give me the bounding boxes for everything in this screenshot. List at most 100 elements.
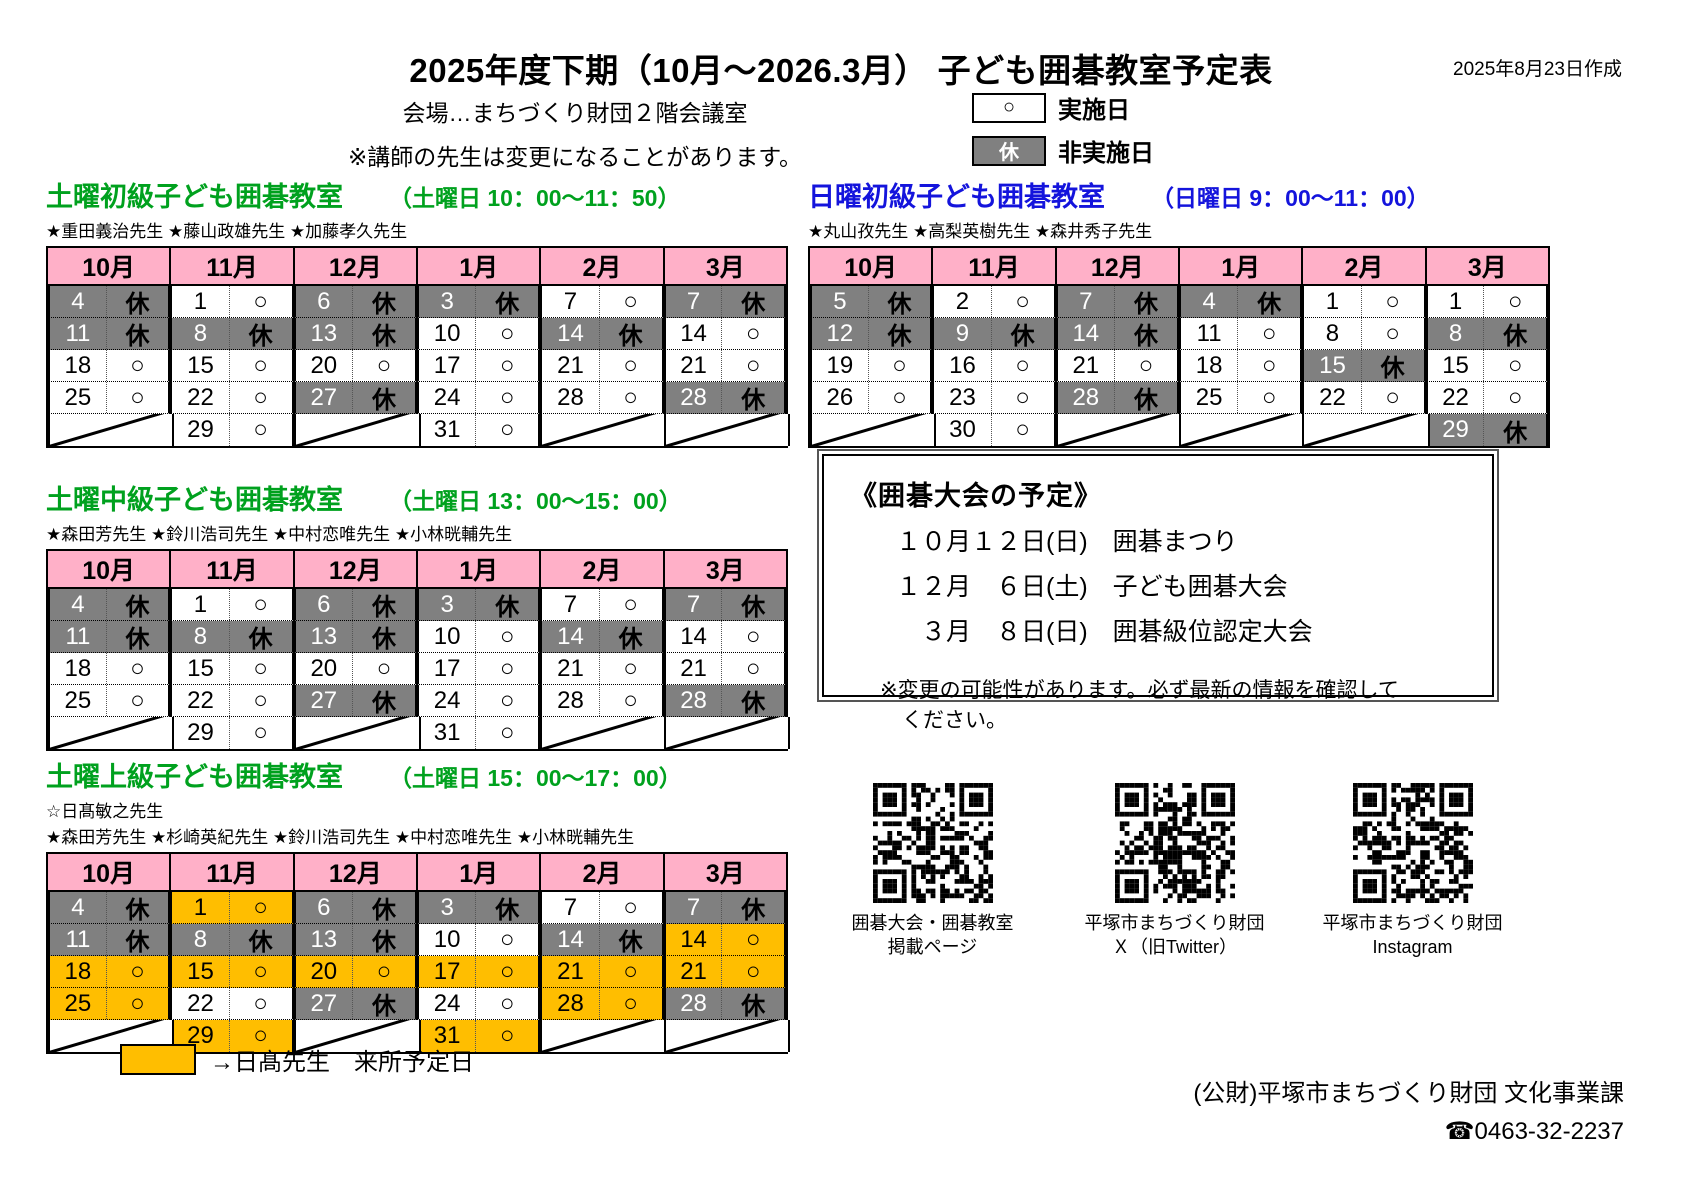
status-mark: 休 [371, 690, 396, 717]
calendar-row: 11 休 8 休 13 休 10 ○ 14 休 14 ○ [47, 621, 787, 653]
class-heading: 日曜初級子ども囲碁教室 （日曜日 9：00～11：00） [808, 175, 1550, 214]
status-mark: ○ [623, 654, 638, 682]
calendar-cell: 31 ○ [416, 1020, 541, 1052]
month-header: 12月 [1054, 247, 1180, 286]
calendar-cell: 14 休 [540, 318, 664, 350]
status-mark: 休 [371, 626, 396, 653]
status-mark: 休 [1257, 291, 1282, 318]
day-number: 6 [296, 892, 353, 923]
day-number: 21 [542, 350, 600, 381]
calendar-cell: 15 休 [1302, 350, 1426, 382]
month-header: 12月 [292, 853, 418, 892]
instagram-qr-icon[interactable] [1352, 783, 1473, 903]
calendar-cell: 23 ○ [932, 382, 1056, 414]
status-mark: 休 [371, 323, 396, 350]
status-mark: ○ [1385, 287, 1400, 315]
hidaka-visit-legend: →日髙先生 来所予定日 [120, 1042, 474, 1077]
day-number: 21 [542, 653, 600, 684]
calendar-row: 29 ○ 31 ○ [47, 717, 790, 750]
legend-row-closed: 休 非実施日 [972, 133, 1154, 168]
status-mark: 休 [125, 929, 150, 956]
qr-block-twitter-x[interactable]: 平塚市まちづくり財団 Ｘ（旧Twitter） [1082, 783, 1267, 960]
status-mark: 休 [125, 594, 150, 621]
status-mark: ○ [1262, 351, 1277, 379]
status-mark: ○ [500, 416, 515, 443]
calendar-cell: 30 ○ [932, 414, 1056, 446]
day-number: 24 [419, 382, 477, 413]
day-number: 1 [1428, 286, 1485, 317]
calendar-cell: 7 ○ [540, 286, 664, 318]
calendar-cell: 11 休 [48, 621, 171, 653]
calendar-cell: 27 休 [293, 685, 417, 717]
day-number: 20 [296, 350, 353, 381]
status-mark: 休 [741, 690, 766, 717]
month-header: 3月 [662, 853, 788, 892]
day-number: 25 [1181, 382, 1239, 413]
class-block-sat-intermediate: 土曜中級子ども囲碁教室 （土曜日 13：00～15：00） ★森田芳先生 ★鈴川浩司… [45, 478, 790, 751]
status-mark: 休 [495, 291, 520, 318]
calendar-cell: 24 ○ [416, 988, 541, 1020]
status-mark: 休 [1010, 323, 1035, 350]
tournament-note-cont: ください。 [902, 709, 1007, 732]
calendar-cell: 14 ○ [663, 621, 786, 653]
day-number: 28 [542, 988, 600, 1019]
status-mark: ○ [376, 351, 392, 379]
day-number: 6 [296, 589, 353, 620]
day-number: 8 [1428, 318, 1485, 349]
empty-slash-cell [663, 1020, 790, 1052]
day-number: 25 [50, 382, 107, 413]
qr-block-instagram[interactable]: 平塚市まちづくり財団 Instagram [1320, 783, 1505, 960]
status-mark: 休 [248, 929, 273, 956]
tournament-title: 《囲碁大会の予定》 [850, 481, 1102, 511]
empty-slash-cell [293, 717, 421, 749]
day-number: 14 [542, 318, 600, 349]
twitter-x-qr-icon[interactable] [1114, 783, 1235, 903]
day-number: 7 [542, 589, 600, 620]
tournament-page-qr-icon[interactable] [872, 783, 993, 903]
status-mark: ○ [130, 686, 145, 714]
status-mark: ○ [623, 590, 638, 618]
month-header: 3月 [1424, 247, 1550, 286]
day-number: 13 [296, 318, 353, 349]
calendar-cell: 17 ○ [416, 956, 541, 988]
status-mark: ○ [500, 719, 515, 746]
day-number: 10 [419, 924, 477, 955]
status-mark: ○ [130, 957, 145, 985]
day-number: 14 [542, 924, 600, 955]
month-header: 10月 [45, 550, 172, 589]
calendar-row: 26 ○ 23 ○ 28 休 25 ○ 22 ○ 22 ○ [809, 382, 1549, 414]
day-number: 20 [296, 956, 353, 987]
day-number: 1 [172, 286, 230, 317]
status-mark: ○ [500, 319, 515, 347]
day-number: 14 [666, 621, 723, 652]
calendar-cell: 18 ○ [1178, 350, 1303, 382]
status-mark: ○ [500, 654, 515, 682]
status-mark: 休 [618, 929, 643, 956]
status-mark: ○ [253, 957, 268, 985]
calendar-cell: 2 ○ [932, 286, 1056, 318]
day-number: 20 [296, 653, 353, 684]
status-mark: 休 [741, 291, 766, 318]
calendar-cell: 14 休 [540, 924, 664, 956]
status-mark: 休 [125, 323, 150, 350]
empty-slash-cell [48, 414, 175, 446]
calendar-row: 5 休 2 ○ 7 休 4 休 1 ○ 1 ○ [809, 285, 1549, 318]
day-number: 15 [172, 653, 230, 684]
status-mark: ○ [253, 989, 268, 1017]
day-number: 18 [50, 653, 107, 684]
status-mark: ○ [130, 989, 145, 1017]
day-number: 26 [812, 382, 869, 413]
qr-block-tournament-page[interactable]: 囲碁大会・囲碁教室 掲載ページ [845, 783, 1020, 960]
calendar-table: 10月 11月 12月 1月 2月 3月 4 休 1 ○ 6 休 3 休 7 ○ 7 休 11 休 8 休 13 休 10 ○ 14… [45, 549, 790, 751]
status-mark: 休 [618, 626, 643, 653]
calendar-cell: 31 ○ [416, 717, 541, 749]
month-header: 3月 [662, 247, 788, 286]
day-number: 21 [666, 653, 723, 684]
status-mark: ○ [623, 686, 638, 714]
day-number: 30 [934, 414, 992, 446]
class-title: 土曜上級子ども囲碁教室 [46, 762, 343, 792]
